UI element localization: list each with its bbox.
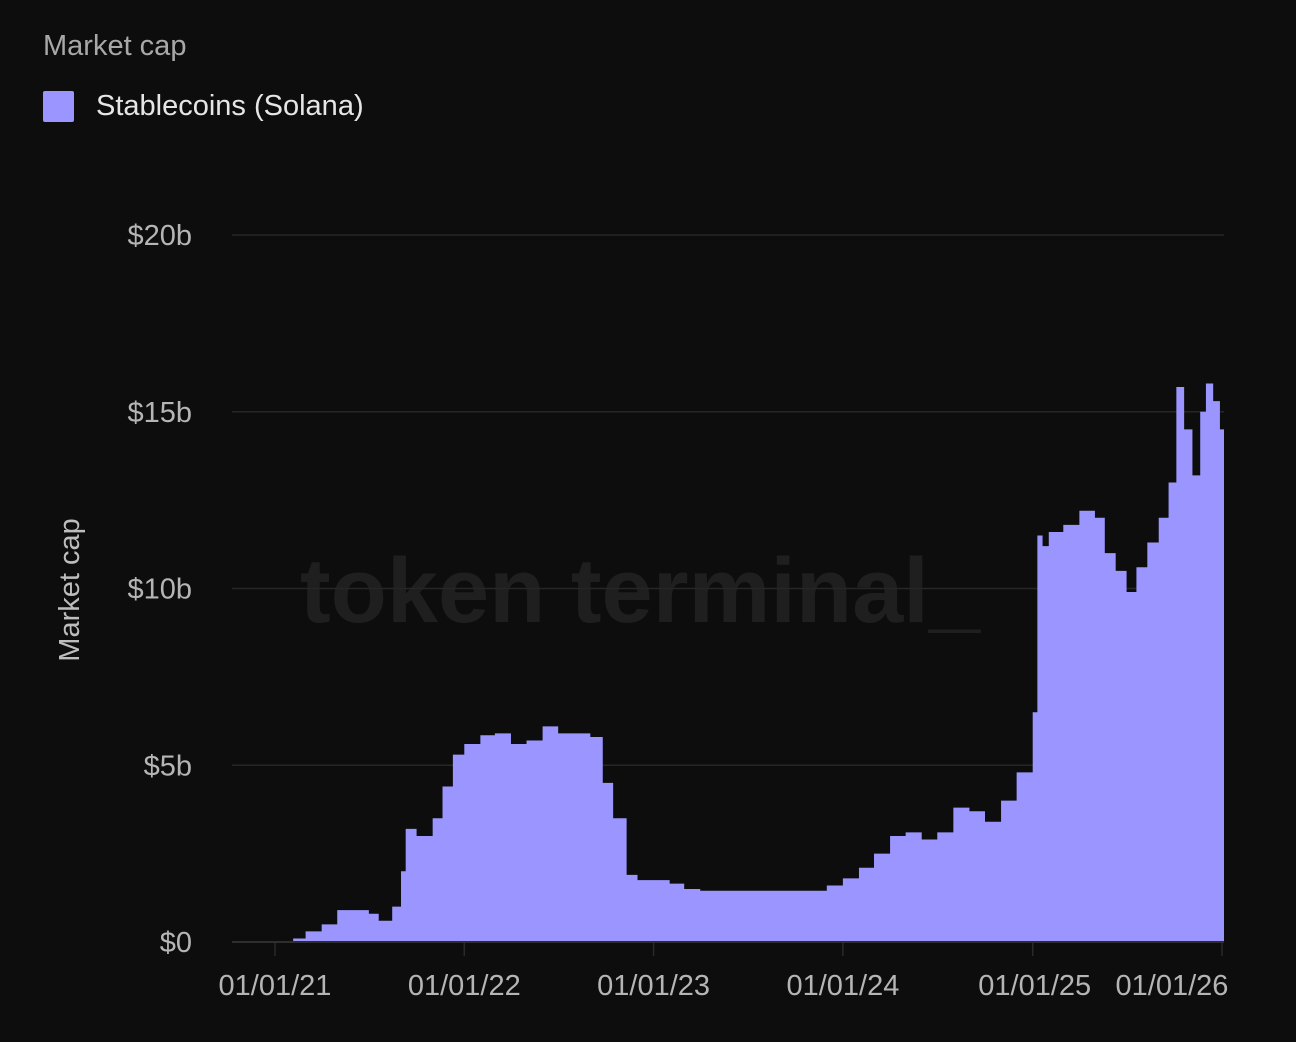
- y-tick-label: $10b: [127, 574, 192, 606]
- legend-swatch: [43, 91, 74, 122]
- y-tick-label: $20b: [127, 220, 192, 252]
- y-tick-label: $5b: [144, 750, 192, 782]
- y-axis-label: Market cap: [54, 518, 86, 661]
- x-tick-label: 01/01/23: [597, 970, 710, 1002]
- y-tick-label: $15b: [127, 397, 192, 429]
- x-tick-label: 01/01/26: [1116, 970, 1229, 1002]
- x-tick-label: 01/01/21: [219, 970, 332, 1002]
- y-tick-label: $0: [160, 927, 192, 959]
- series-area: [293, 383, 1224, 943]
- legend: Stablecoins (Solana): [43, 90, 364, 123]
- x-tick-label: 01/01/25: [978, 970, 1091, 1002]
- legend-label: Stablecoins (Solana): [96, 90, 364, 122]
- x-tick-label: 01/01/24: [786, 970, 899, 1002]
- x-tick-label: 01/01/22: [408, 970, 521, 1002]
- chart-title: Market cap: [43, 30, 187, 62]
- watermark: token terminal_: [300, 540, 981, 642]
